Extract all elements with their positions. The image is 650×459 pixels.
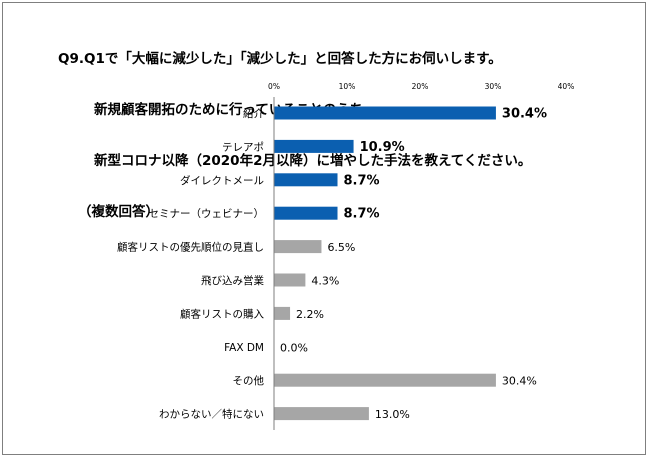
data-label: 8.7%: [344, 173, 380, 188]
x-tick-label: 40%: [558, 82, 575, 91]
bar: [274, 407, 369, 421]
data-label: 30.4%: [502, 375, 537, 388]
category-label: 顧客リストの優先順位の見直し: [117, 241, 264, 254]
bar: [274, 106, 496, 120]
data-label: 13.0%: [375, 408, 410, 421]
category-label: セミナー（ウェビナー）: [149, 208, 265, 220]
x-tick-label: 20%: [412, 82, 429, 91]
bar: [274, 373, 496, 387]
title-line-4: （複数回答）: [78, 204, 159, 220]
category-label: ダイレクトメール: [180, 174, 264, 187]
data-label: 0.0%: [280, 341, 308, 354]
bar: [274, 206, 338, 220]
chart-frame: [2, 2, 646, 455]
bar: [274, 306, 291, 320]
data-label: 6.5%: [327, 241, 355, 254]
x-tick-label: 10%: [339, 82, 356, 91]
category-label: その他: [233, 374, 265, 387]
category-label: 飛び込み営業: [201, 274, 264, 287]
x-tick-label: 0%: [268, 82, 280, 91]
data-label: 4.3%: [311, 275, 339, 288]
title-line-3: 新型コロナ以降（2020年2月以降）に増やした手法を教えてください。: [94, 153, 532, 169]
bar: [274, 139, 354, 153]
category-label: 紹介: [243, 107, 264, 120]
title-line-1: Q9.Q1で「大幅に減少した」「減少した」と回答した方にお伺いします。: [58, 51, 502, 67]
data-label: 10.9%: [360, 140, 405, 155]
category-label: 顧客リストの購入: [180, 307, 264, 320]
bar: [274, 240, 322, 254]
category-label: テレアポ: [222, 141, 264, 153]
bar: [274, 273, 306, 287]
category-label: わからない／特にない: [159, 409, 264, 421]
category-label: FAX DM: [224, 342, 264, 354]
bar: [274, 173, 338, 187]
data-label: 8.7%: [344, 207, 380, 222]
data-label: 2.2%: [296, 308, 324, 321]
x-tick-label: 30%: [485, 82, 502, 91]
data-label: 30.4%: [502, 107, 547, 122]
